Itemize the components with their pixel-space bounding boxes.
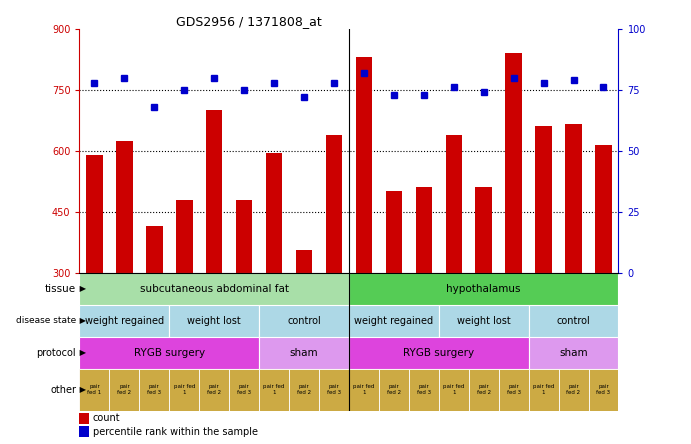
Text: ▶: ▶ xyxy=(77,284,86,293)
Text: pair
fed 3: pair fed 3 xyxy=(147,384,162,395)
Text: GDS2956 / 1371808_at: GDS2956 / 1371808_at xyxy=(176,15,322,28)
Text: pair
fed 3: pair fed 3 xyxy=(507,384,521,395)
Bar xyxy=(116,141,133,273)
Text: sham: sham xyxy=(290,348,319,358)
Text: ▶: ▶ xyxy=(77,385,86,394)
Text: pair
fed 2: pair fed 2 xyxy=(387,384,401,395)
Text: control: control xyxy=(557,316,590,326)
Bar xyxy=(558,369,589,411)
Bar xyxy=(349,369,379,411)
Text: pair fed
1: pair fed 1 xyxy=(533,384,554,395)
Bar xyxy=(169,305,259,337)
Bar xyxy=(79,305,169,337)
Bar xyxy=(446,135,462,273)
Bar xyxy=(439,305,529,337)
Bar xyxy=(79,412,89,424)
Bar xyxy=(229,369,259,411)
Text: ▶: ▶ xyxy=(77,316,86,325)
Text: pair
fed 3: pair fed 3 xyxy=(417,384,431,395)
Bar xyxy=(349,337,529,369)
Bar xyxy=(259,337,349,369)
Bar xyxy=(176,199,193,273)
Text: count: count xyxy=(93,413,120,423)
Text: percentile rank within the sample: percentile rank within the sample xyxy=(93,427,258,437)
Text: pair
fed 3: pair fed 3 xyxy=(596,384,611,395)
Text: pair fed
1: pair fed 1 xyxy=(173,384,195,395)
Bar xyxy=(379,369,409,411)
Bar xyxy=(409,369,439,411)
Bar xyxy=(86,155,103,273)
Bar xyxy=(468,369,499,411)
Text: pair
fed 2: pair fed 2 xyxy=(567,384,580,395)
Bar xyxy=(140,369,169,411)
Text: pair
fed 2: pair fed 2 xyxy=(117,384,131,395)
Bar xyxy=(296,250,312,273)
Bar xyxy=(259,369,289,411)
Text: subcutaneous abdominal fat: subcutaneous abdominal fat xyxy=(140,284,289,293)
Text: tissue: tissue xyxy=(45,284,76,293)
Bar xyxy=(146,226,162,273)
Bar xyxy=(529,337,618,369)
Bar xyxy=(536,127,552,273)
Bar xyxy=(79,426,89,437)
Text: other: other xyxy=(50,385,76,395)
Text: weight lost: weight lost xyxy=(457,316,511,326)
Text: weight lost: weight lost xyxy=(187,316,241,326)
Bar xyxy=(529,305,618,337)
Bar xyxy=(589,369,618,411)
Text: RYGB surgery: RYGB surgery xyxy=(134,348,205,358)
Bar xyxy=(79,369,109,411)
Bar xyxy=(259,305,349,337)
Bar xyxy=(79,273,349,305)
Bar xyxy=(206,110,223,273)
Bar xyxy=(199,369,229,411)
Bar xyxy=(79,337,259,369)
Bar xyxy=(236,199,252,273)
Text: pair
fed 2: pair fed 2 xyxy=(477,384,491,395)
Text: sham: sham xyxy=(559,348,588,358)
Text: pair
fed 1: pair fed 1 xyxy=(87,384,102,395)
Text: pair fed
1: pair fed 1 xyxy=(353,384,375,395)
Bar xyxy=(499,369,529,411)
Text: pair
fed 2: pair fed 2 xyxy=(207,384,221,395)
Bar xyxy=(349,305,439,337)
Bar xyxy=(475,187,492,273)
Text: disease state: disease state xyxy=(16,316,76,325)
Bar xyxy=(289,369,319,411)
Text: control: control xyxy=(287,316,321,326)
Text: ▶: ▶ xyxy=(77,348,86,357)
Bar xyxy=(169,369,199,411)
Bar xyxy=(565,124,582,273)
Bar xyxy=(529,369,558,411)
Text: protocol: protocol xyxy=(37,348,76,358)
Text: pair fed
1: pair fed 1 xyxy=(443,384,464,395)
Text: pair
fed 3: pair fed 3 xyxy=(327,384,341,395)
Text: weight regained: weight regained xyxy=(354,316,433,326)
Bar xyxy=(325,135,342,273)
Bar xyxy=(266,153,283,273)
Bar xyxy=(386,191,402,273)
Text: pair
fed 3: pair fed 3 xyxy=(237,384,252,395)
Bar xyxy=(595,145,612,273)
Text: pair fed
1: pair fed 1 xyxy=(263,384,285,395)
Text: hypothalamus: hypothalamus xyxy=(446,284,521,293)
Text: pair
fed 2: pair fed 2 xyxy=(297,384,311,395)
Text: weight regained: weight regained xyxy=(85,316,164,326)
Bar xyxy=(415,187,432,273)
Bar xyxy=(109,369,140,411)
Bar xyxy=(439,369,468,411)
Bar xyxy=(356,57,372,273)
Bar xyxy=(505,53,522,273)
Bar xyxy=(349,273,618,305)
Bar xyxy=(319,369,349,411)
Text: RYGB surgery: RYGB surgery xyxy=(404,348,474,358)
